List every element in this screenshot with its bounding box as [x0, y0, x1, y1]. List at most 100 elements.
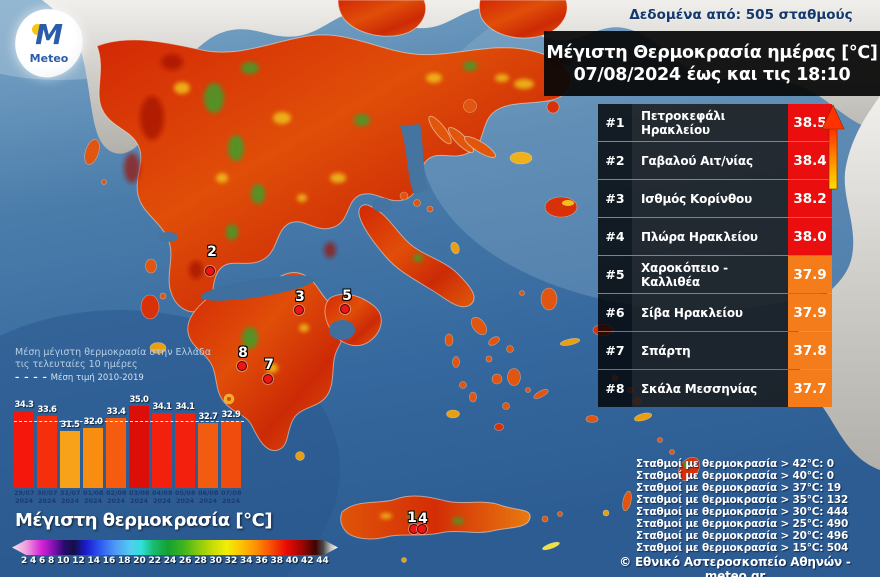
- data-source-label: Δεδομένα από: 505 σταθμούς: [629, 7, 853, 23]
- bar-column: 33.4: [106, 407, 126, 488]
- scale-tick: 44: [316, 556, 329, 566]
- bar-value-label: 34.3: [14, 400, 34, 411]
- date-label: 06/08 2024: [198, 489, 219, 505]
- scale-tick: 24: [163, 556, 177, 566]
- ten-day-bar-chart: 34.3 33.6 31.5 32.0 33.4 35.0 34.1 34.1 32.7 32.9…: [14, 388, 244, 505]
- temperature-colorbar: [12, 540, 338, 555]
- date-label: 31/07 2024: [60, 489, 81, 505]
- ranking-row: #7 Σπάρτη 37.8: [598, 332, 832, 370]
- station-marker-dot: [237, 361, 247, 371]
- station-count-line: Σταθμοί με θερμοκρασία > 25°C: 490: [636, 518, 849, 530]
- scale-tick: 40: [285, 556, 299, 566]
- bar-column: 32.7: [198, 412, 218, 488]
- dashed-line-sample: – – – –: [15, 373, 48, 383]
- scale-tick: 34: [239, 556, 253, 566]
- ranking-row: #5 Χαροκόπειο - Καλλιθέα 37.9: [598, 256, 832, 294]
- station-marker-dot: [263, 374, 273, 384]
- scale-tick: 10: [56, 556, 70, 566]
- station-count-line: Σταθμοί με θερμοκρασία > 20°C: 496: [636, 530, 849, 542]
- bar-column: 34.1: [175, 402, 195, 488]
- bar-value-label: 31.5: [60, 420, 80, 431]
- station-marker-dot: [417, 524, 427, 534]
- date-label: 07/08 2024: [221, 489, 242, 505]
- scale-tick: 4: [29, 556, 37, 566]
- station-marker-number: 8: [238, 345, 248, 361]
- average-legend-label: Μέση τιμή 2010-2019: [50, 373, 144, 383]
- average-legend: – – – – Μέση τιμή 2010-2019: [15, 373, 225, 385]
- station-count-line: Σταθμοί με θερμοκρασία > 37°C: 19: [636, 482, 841, 494]
- scale-tick: 30: [209, 556, 222, 566]
- ranking-row: #8 Σκάλα Μεσσηνίας 37.7: [598, 370, 832, 407]
- ranking-row: #1 Πετροκεφάλι Ηρακλείου 38.5: [598, 104, 832, 142]
- station-marker-dot: [340, 304, 350, 314]
- sun-icon: [32, 24, 43, 35]
- temperature-bar: [14, 411, 34, 488]
- copyright-label: © Εθνικό Αστεροσκοπείο Αθηνών - meteo.gr: [619, 555, 851, 577]
- station-name: Σίβα Ηρακλείου: [632, 294, 788, 331]
- station-count-line: Σταθμοί με θερμοκρασία > 35°C: 132: [636, 494, 849, 506]
- meteo-logo[interactable]: M Meteo: [9, 3, 89, 83]
- bar-value-label: 34.1: [152, 401, 172, 412]
- temperature-value: 38.0: [788, 218, 832, 255]
- station-marker-number: 4: [418, 511, 428, 527]
- ranking-panel: #1 Πετροκεφάλι Ηρακλείου 38.5 #2 Γαβαλού Αιτ…: [598, 104, 832, 407]
- temperature-value: 37.7: [788, 370, 832, 407]
- date-label: 05/08 2024: [175, 489, 196, 505]
- caption-line-1: Μέση μέγιστη θερμοκρασία στην Ελλάδα: [15, 347, 212, 358]
- rising-trend-arrow-icon: [820, 103, 846, 191]
- bar-column: 35.0: [129, 395, 149, 488]
- temperature-value: 37.9: [788, 256, 832, 293]
- station-marker-number: 3: [295, 289, 305, 305]
- date-label: 04/08 2024: [152, 489, 173, 505]
- station-count-line: Σταθμοί με θερμοκρασία > 15°C: 504: [636, 542, 849, 554]
- temperature-value: 37.9: [788, 294, 832, 331]
- scale-tick: 20: [133, 556, 146, 566]
- station-marker-number: 7: [264, 357, 274, 373]
- station-marker-number: 2: [207, 244, 217, 260]
- temperature-value: 38.2: [788, 180, 832, 217]
- chart-caption: Μέση μέγιστη θερμοκρασία στην Ελλάδα τις…: [15, 347, 225, 385]
- scale-tick: 42: [300, 556, 314, 566]
- temperature-bar: [198, 422, 218, 488]
- bar-value-label: 33.4: [106, 406, 126, 417]
- station-name: Πλώρα Ηρακλείου: [632, 218, 788, 255]
- date-label: 01/08 2024: [83, 489, 104, 505]
- islands: [84, 99, 700, 563]
- temperature-value: 38.4: [788, 142, 832, 179]
- bar-value-label: 34.1: [175, 401, 195, 412]
- station-name: Σπάρτη: [632, 332, 788, 369]
- crete: [340, 495, 531, 540]
- temperature-bar: [221, 421, 241, 488]
- date-label: 02/08 2024: [106, 489, 127, 505]
- scale-tick: 32: [224, 556, 238, 566]
- bar-column: 34.1: [152, 402, 172, 488]
- station-name: Γαβαλού Αιτ/νίας: [632, 142, 788, 179]
- title-line-1: Μέγιστη Θερμοκρασία ημέρας [°C]: [546, 42, 878, 63]
- rank-number: #4: [598, 218, 632, 255]
- station-marker-dot: [294, 305, 304, 315]
- station-name: Χαροκόπειο - Καλλιθέα: [632, 256, 788, 293]
- station-count-line: Σταθμοί με θερμοκρασία > 42°C: 0: [636, 458, 834, 470]
- bar-value-label: 33.6: [37, 405, 57, 416]
- rank-number: #2: [598, 142, 632, 179]
- bar-column: 32.0: [83, 417, 103, 488]
- station-name: Πετροκεφάλι Ηρακλείου: [632, 104, 788, 141]
- scale-tick: 22: [148, 556, 161, 566]
- map-title: Μέγιστη Θερμοκρασία ημέρας [°C] 07/08/20…: [544, 31, 880, 96]
- temperature-bar: [37, 416, 57, 488]
- station-marker-dot: [205, 266, 215, 276]
- bar-column: 34.3: [14, 400, 34, 488]
- rank-number: #6: [598, 294, 632, 331]
- scale-tick: 8: [47, 556, 55, 566]
- average-dashed-line: [14, 421, 244, 423]
- rank-number: #3: [598, 180, 632, 217]
- date-label: 03/08 2024: [129, 489, 150, 505]
- station-name: Σκάλα Μεσσηνίας: [632, 370, 788, 407]
- station-name: Ισθμός Κορίνθου: [632, 180, 788, 217]
- temperature-value: 37.8: [788, 332, 832, 369]
- temperature-bar: [129, 406, 149, 488]
- logo-mark: M: [35, 18, 63, 51]
- scale-tick: 12: [72, 556, 85, 566]
- bars-area: 34.3 33.6 31.5 32.0 33.4 35.0 34.1 34.1 32.7 32.9: [14, 388, 244, 488]
- temperature-bar: [106, 417, 126, 488]
